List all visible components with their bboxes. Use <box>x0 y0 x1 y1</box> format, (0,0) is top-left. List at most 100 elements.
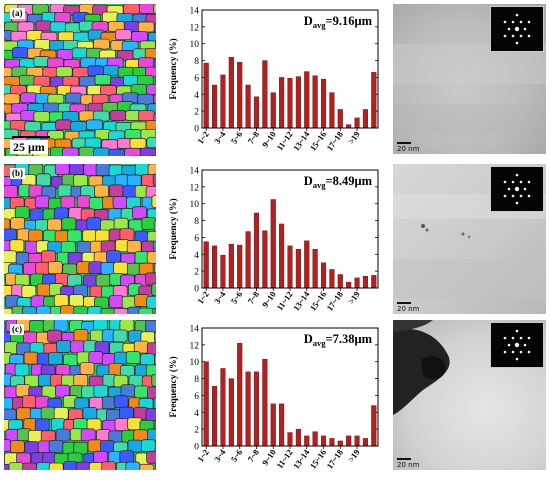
diffraction-spot <box>516 358 519 361</box>
grain <box>139 4 155 13</box>
grain <box>146 273 156 285</box>
grain <box>89 197 103 209</box>
histogram-bar <box>304 241 309 288</box>
grain <box>69 164 83 175</box>
diffraction-spot <box>504 351 507 354</box>
y-axis-label: Frequency (%) <box>168 198 179 259</box>
histogram-bar <box>338 441 343 446</box>
grain <box>74 330 88 342</box>
grain <box>69 295 83 307</box>
grain <box>54 295 68 307</box>
x-tick-label: >19 <box>346 289 362 306</box>
diffraction-spot <box>504 35 507 38</box>
y-tick-label: 10 <box>190 40 200 50</box>
diffraction-spot <box>520 195 523 198</box>
diffraction-spot <box>528 351 531 354</box>
grain <box>126 352 140 364</box>
grain <box>74 375 88 387</box>
diffraction-spot <box>512 35 515 38</box>
grain <box>30 209 44 221</box>
grain <box>23 263 37 275</box>
histogram-bar <box>229 244 234 288</box>
diffraction-spot <box>528 35 531 38</box>
grain <box>74 175 88 187</box>
grain <box>81 429 95 441</box>
histogram-bar <box>296 429 301 446</box>
grain <box>154 331 156 343</box>
grain <box>4 251 16 263</box>
diffraction-spot <box>504 21 507 24</box>
diffraction-spot <box>520 35 523 38</box>
diffraction-spot <box>512 181 515 184</box>
x-tick-label: 11~12 <box>274 447 294 470</box>
grain <box>10 240 24 252</box>
y-tick-label: 10 <box>190 358 200 368</box>
grain <box>115 419 129 431</box>
diffraction-spot <box>528 181 531 184</box>
grain <box>79 76 95 86</box>
grain <box>62 218 76 230</box>
y-tick-label: 0 <box>194 443 199 453</box>
y-axis-label: Frequency (%) <box>168 38 179 99</box>
grain <box>24 352 38 364</box>
grain <box>119 407 133 419</box>
grain <box>109 296 123 308</box>
grain <box>89 352 103 364</box>
grain <box>27 31 43 41</box>
histogram-bar <box>254 213 259 288</box>
y-axis-label: Frequency (%) <box>168 356 179 417</box>
diffraction-spot <box>528 21 531 24</box>
diffraction-spot <box>524 344 527 347</box>
grain <box>115 30 131 40</box>
x-tick-label: 3~4 <box>212 129 228 146</box>
grain <box>147 451 156 463</box>
diffraction-spot <box>520 337 523 340</box>
grain <box>153 174 156 186</box>
histogram-bar <box>271 200 276 289</box>
grain <box>25 442 39 454</box>
ebsd-map-b: (b) <box>4 164 156 314</box>
grain <box>109 185 123 197</box>
grain <box>37 284 51 296</box>
x-tick-label: 17~18 <box>324 447 344 470</box>
grain <box>4 94 20 104</box>
grain <box>147 138 156 148</box>
x-tick-label: 17~18 <box>324 289 344 312</box>
grain <box>49 41 65 51</box>
x-tick-label: 3~4 <box>212 289 228 306</box>
histogram-bar <box>296 249 301 288</box>
grain <box>35 396 49 408</box>
ebsd-map-a: (a) 25 μm <box>4 4 156 156</box>
grain <box>109 149 125 156</box>
grain <box>4 308 12 314</box>
grain <box>94 385 108 397</box>
grain <box>50 22 66 32</box>
histogram-bar <box>363 438 368 446</box>
tem-scale-c: 20 nm <box>397 458 419 469</box>
grain <box>114 262 128 274</box>
y-tick-label: 8 <box>194 57 199 67</box>
grain <box>126 462 140 470</box>
grain <box>48 262 62 274</box>
grain <box>152 284 156 296</box>
grain <box>89 463 103 470</box>
x-tick-label: 11~12 <box>274 129 294 152</box>
grain <box>102 12 118 22</box>
x-tick-label: 5~6 <box>229 289 245 305</box>
histogram-bar <box>288 246 293 288</box>
grain <box>4 409 16 421</box>
diffraction-spot <box>520 21 523 24</box>
diffraction-spot <box>508 28 511 31</box>
grain <box>140 148 156 156</box>
histogram-bar <box>263 359 268 446</box>
histogram-bar <box>346 125 351 128</box>
grain <box>122 296 136 308</box>
diffraction-spot <box>520 181 523 184</box>
diffraction-spot <box>512 21 515 24</box>
grain <box>107 251 121 263</box>
grain <box>19 75 35 85</box>
grain <box>54 320 68 331</box>
diffraction-spot <box>516 174 519 177</box>
